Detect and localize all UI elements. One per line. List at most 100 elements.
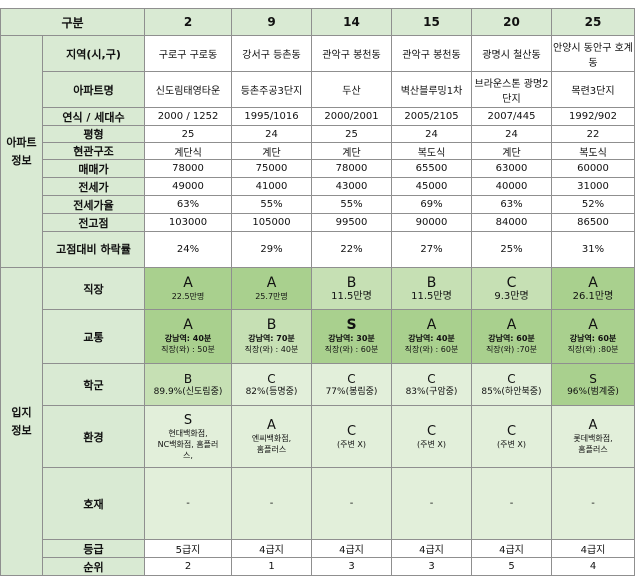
cell: 41000 [231,177,312,196]
grade-cell: A 강남역: 60분 직장(와) :80분 [551,309,635,364]
grade: C [506,274,517,291]
grade-cell: C 83%(구암중) [391,363,472,406]
cell: 5 [471,557,552,576]
row-label: 호재 [42,467,145,540]
row-label: 전고점 [42,213,145,232]
cell: 4급지 [311,539,392,558]
row-label: 아파트명 [42,71,145,108]
cell: 31% [551,231,635,268]
row-label: 환경 [42,405,145,468]
cell: 1995/1016 [231,107,312,126]
cell: - [471,467,552,540]
cell: 103000 [144,213,232,232]
detail: 직장(와) : 50분 [161,345,215,354]
table-row: 순위 2 1 3 3 5 4 [1,557,635,576]
row-label: 현관구조 [42,142,145,160]
grade-cell: S 현대백화점, NC백화점, 홈플러 스, [144,405,232,468]
detail: 11.5만명 [411,290,452,302]
col-header: 14 [311,8,392,36]
cell: 관악구 봉천동 [391,35,472,72]
cell: 광명시 철산동 [471,35,552,72]
table-row: 호재 - - - - - - [1,467,635,540]
grade-cell: A 강남역: 60분 직장(와) :70분 [471,309,552,364]
grade: C [347,371,356,386]
cell: 63000 [471,159,552,178]
cell: 63% [471,195,552,214]
detail: 26.1만명 [572,290,614,302]
cell: 등촌주공3단지 [231,71,312,108]
cell: 복도식 [391,142,472,160]
cell: 65500 [391,159,472,178]
grade: C [267,371,276,386]
table-row: 현관구조 계단식 계단 계단 복도식 계단 복도식 [1,142,635,160]
col-header: 2 [144,8,232,36]
row-label: 지역(시,구) [42,35,145,72]
grade: C [507,371,516,386]
grade: A [183,274,193,291]
header-label: 구분 [0,8,145,36]
detail: 엔씨백화점, [251,434,292,443]
cell: 55% [311,195,392,214]
cell: 브라운스톤 광명2단지 [471,71,552,108]
table-row: 전세가율 63% 55% 55% 69% 63% 52% [1,195,635,214]
cell: 25 [311,125,392,143]
detail: 홈플러스 [256,445,287,454]
detail: 22.5만명 [171,291,205,301]
cell: 복도식 [551,142,635,160]
detail: 강남역: 30분 [328,334,375,343]
row-label: 전세가 [42,177,145,196]
cell: 105000 [231,213,312,232]
grade: A [588,274,598,291]
grade-cell: C (주변 X) [391,405,472,468]
table-row: 학군 B 89.9%(신도림중) C 82%(등명중) C 77%(봉림중) C 83%… [1,363,635,406]
cell: 52% [551,195,635,214]
cell: 2007/445 [471,107,552,126]
col-header: 9 [231,8,312,36]
table-row: 아파트명 신도림태영타운 등촌주공3단지 두산 벽산블루밍1차 브라운스톤 광명… [1,71,635,108]
grade-cell: B 11.5만명 [311,267,392,310]
grade-cell: A 강남역: 40분 직장(와) : 50분 [144,309,232,364]
grade-cell: A 26.1만명 [551,267,635,310]
cell: 2000/2001 [311,107,392,126]
grade: B [266,317,277,333]
cell: 24 [231,125,312,143]
cell: 4 [551,557,635,576]
cell: 2005/2105 [391,107,472,126]
cell: 3 [391,557,472,576]
grade: A [588,418,598,433]
grade-cell: S 96%(범계중) [551,363,635,406]
cell: 강서구 등촌동 [231,35,312,72]
row-label: 연식 / 세대수 [42,107,145,126]
col-header: 15 [391,8,472,36]
grade: S [183,412,193,428]
table-row: 입지 정보 직장 A 22.5만명 A 25.7만명 B 11.5만명 B 11.5만명… [0,267,635,576]
grade-cell: B 89.9%(신도림중) [144,363,232,406]
table-row: 아파트 정보 지역(시,구) 구로구 구로동 강서구 등촌동 관악구 봉천동 관… [0,35,635,268]
detail: 25.7만명 [255,291,288,301]
cell: 86500 [551,213,635,232]
grade: C [346,423,357,439]
detail: 강남역: 40분 [408,334,455,343]
cell: 75000 [231,159,312,178]
detail: 83%(구암중) [405,386,458,397]
cell: 25% [471,231,552,268]
detail: 89.9%(신도림중) [153,386,223,397]
grade: S [346,317,357,333]
detail: (주변 X) [417,439,446,449]
row-label: 순위 [42,557,145,576]
table-row: 고점대비 하락률 24% 29% 22% 27% 25% 31% [1,231,635,268]
detail: 직장(와) :80분 [567,345,619,354]
cell: - [551,467,635,540]
grade-cell: B 11.5만명 [391,267,472,310]
table-row: 환경 S 현대백화점, NC백화점, 홈플러 스, A 엔씨백화점, 홈플러스 C (주변 … [1,405,635,468]
cell: 63% [144,195,232,214]
detail: 강남역: 40분 [164,334,212,343]
detail: 11.5만명 [331,290,372,302]
cell: 84000 [471,213,552,232]
row-label: 직장 [42,267,145,310]
grade: A [426,317,437,333]
row-label: 전세가율 [42,195,145,214]
grade: C [506,423,517,439]
table-row: 전세가 49000 41000 43000 45000 40000 31000 [1,177,635,196]
